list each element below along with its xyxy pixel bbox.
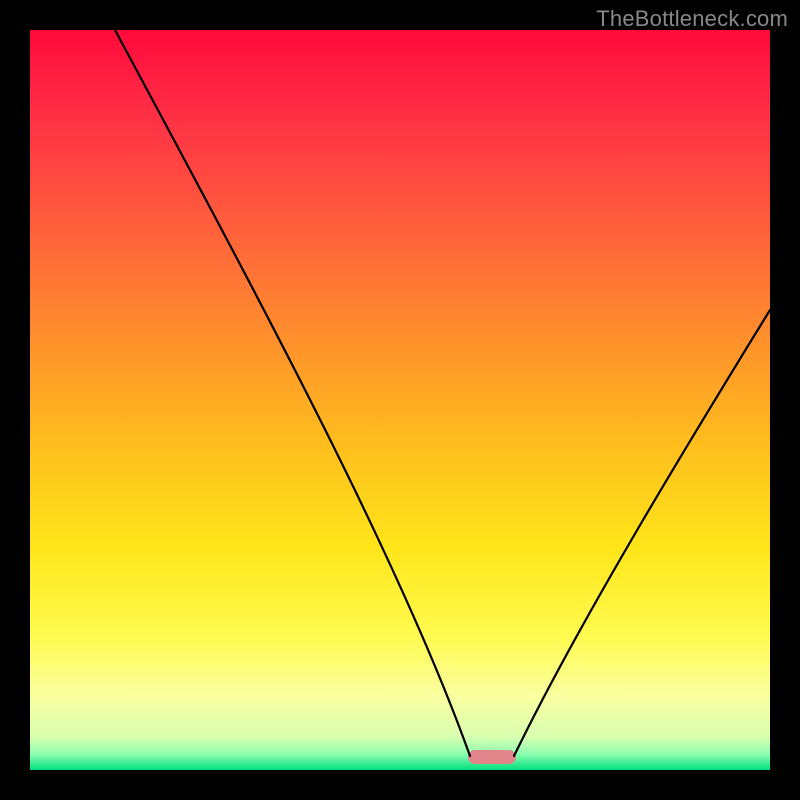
chart-frame: TheBottleneck.com [0, 0, 800, 800]
bottleneck-chart [0, 0, 800, 800]
watermark-text: TheBottleneck.com [596, 6, 788, 32]
plot-area [30, 30, 770, 770]
optimum-marker [468, 750, 516, 764]
